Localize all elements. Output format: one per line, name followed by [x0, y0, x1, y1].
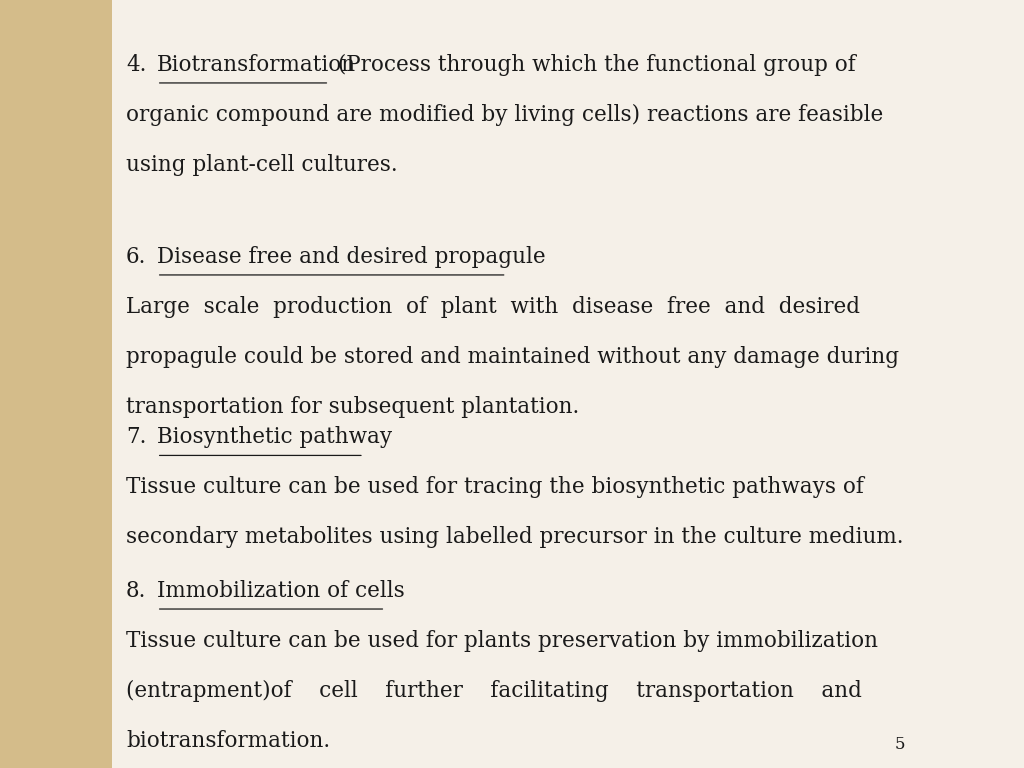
Text: 6.: 6.: [126, 246, 146, 268]
Text: biotransformation.: biotransformation.: [126, 730, 330, 752]
Text: propagule could be stored and maintained without any damage during: propagule could be stored and maintained…: [126, 346, 899, 368]
Text: Immobilization of cells: Immobilization of cells: [157, 580, 404, 602]
Text: Tissue culture can be used for tracing the biosynthetic pathways of: Tissue culture can be used for tracing t…: [126, 476, 864, 498]
Text: Biotransformation: Biotransformation: [157, 54, 356, 76]
Text: Biosynthetic pathway: Biosynthetic pathway: [157, 426, 392, 449]
Text: 7.: 7.: [126, 426, 146, 449]
Text: (entrapment)of    cell    further    facilitating    transportation    and: (entrapment)of cell further facilitating…: [126, 680, 862, 702]
Text: (Process through which the functional group of: (Process through which the functional gr…: [331, 54, 856, 76]
Text: secondary metabolites using labelled precursor in the culture medium.: secondary metabolites using labelled pre…: [126, 526, 903, 548]
Text: Large  scale  production  of  plant  with  disease  free  and  desired: Large scale production of plant with dis…: [126, 296, 860, 318]
Text: Tissue culture can be used for plants preservation by immobilization: Tissue culture can be used for plants pr…: [126, 630, 878, 652]
FancyBboxPatch shape: [0, 0, 112, 768]
Text: 5: 5: [895, 736, 905, 753]
Text: 8.: 8.: [126, 580, 146, 602]
Text: organic compound are modified by living cells) reactions are feasible: organic compound are modified by living …: [126, 104, 884, 126]
Text: Disease free and desired propagule: Disease free and desired propagule: [157, 246, 546, 268]
Text: 4.: 4.: [126, 54, 146, 76]
Text: using plant-cell cultures.: using plant-cell cultures.: [126, 154, 397, 176]
Text: transportation for subsequent plantation.: transportation for subsequent plantation…: [126, 396, 580, 418]
